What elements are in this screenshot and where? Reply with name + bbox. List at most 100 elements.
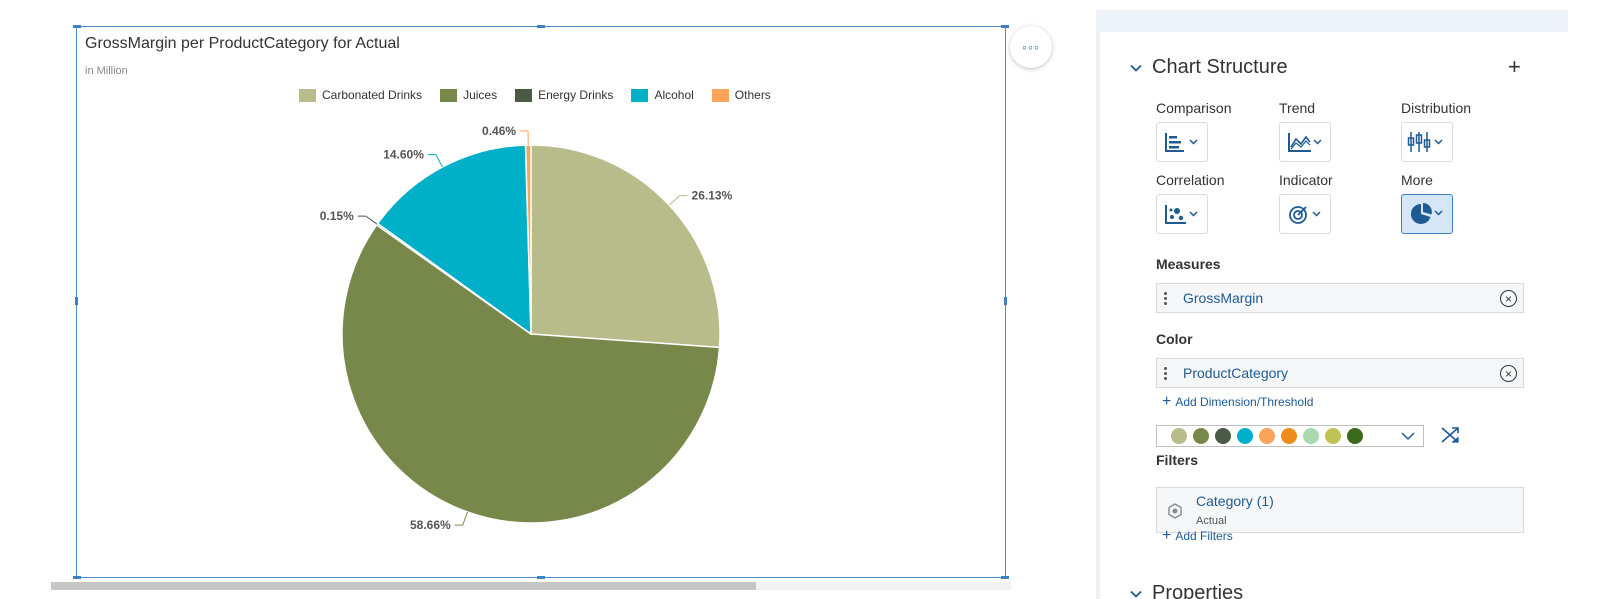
chart-type-label: Distribution [1401, 100, 1472, 116]
dimension-name: ProductCategory [1183, 365, 1289, 381]
resize-handle[interactable] [75, 297, 78, 305]
legend-swatch [515, 88, 533, 102]
horizontal-scrollbar-thumb[interactable] [51, 582, 756, 590]
chart-title: GrossMargin per ProductCategory for Actu… [85, 35, 400, 52]
chart-type-distribution: Distribution [1401, 100, 1521, 162]
add-dimension-label: Add Dimension/Threshold [1175, 395, 1314, 409]
chart-type-more: More [1401, 172, 1521, 234]
remove-icon[interactable]: × [1500, 290, 1517, 307]
chevron-down-icon [1130, 64, 1142, 72]
chart-type-label: Indicator [1279, 172, 1333, 188]
box-plot-icon [1407, 132, 1443, 152]
legend-label: Carbonated Drinks [322, 88, 423, 102]
more-options-icon: ◦◦◦ [1022, 39, 1040, 55]
palette-color [1193, 428, 1209, 444]
chart-type-trend: Trend [1279, 100, 1399, 162]
resize-handle[interactable] [73, 576, 81, 579]
chart-type-indicator: Indicator [1279, 172, 1399, 234]
builder-panel: Chart Structure + Comparison [1096, 10, 1568, 599]
pie-slice[interactable] [530, 144, 721, 349]
drag-handle-icon[interactable] [1164, 366, 1167, 380]
pie-chart: 26.13% 58.66% 0.15% 14.60% 0.46% [320, 124, 733, 532]
pie-label-leader [427, 154, 443, 168]
resize-handle[interactable] [1001, 25, 1009, 28]
palette-color [1259, 428, 1275, 444]
legend-swatch [440, 88, 458, 102]
add-filters-label: Add Filters [1175, 529, 1233, 543]
swap-colors-icon[interactable] [1440, 426, 1460, 444]
chart-type-distribution-button[interactable] [1401, 122, 1453, 162]
chart-type-comparison-button[interactable] [1156, 122, 1208, 162]
chart-type-indicator-button[interactable] [1279, 194, 1331, 234]
area-chart-icon [1288, 133, 1322, 152]
more-options-button[interactable]: ◦◦◦ [1010, 26, 1052, 68]
palette-color [1215, 428, 1231, 444]
pie-label-leader [520, 130, 529, 146]
legend-item[interactable]: Energy Drinks [515, 88, 613, 102]
pie-label-leader [454, 511, 468, 526]
legend-item[interactable]: Carbonated Drinks [299, 88, 422, 102]
legend-item[interactable]: Alcohol [631, 88, 694, 102]
resize-handle[interactable] [1004, 297, 1007, 305]
pie-data-label: 58.66% [410, 518, 451, 532]
resize-handle[interactable] [1001, 576, 1009, 579]
target-icon [1289, 206, 1321, 224]
remove-icon[interactable]: × [1500, 365, 1517, 382]
legend-label: Juices [463, 88, 498, 102]
filters-label: Filters [1156, 452, 1199, 468]
palette-color [1281, 428, 1297, 444]
legend-item[interactable]: Others [711, 88, 771, 102]
legend-swatch [631, 88, 649, 102]
chart-type-more-button[interactable] [1401, 194, 1453, 234]
color-dimension-token[interactable]: ProductCategory × [1156, 358, 1524, 388]
chart-type-comparison: Comparison [1156, 100, 1276, 162]
chart-widget[interactable]: GrossMargin per ProductCategory for Actu… [73, 25, 1009, 579]
chart-type-trend-button[interactable] [1279, 122, 1331, 162]
pie-label-leader [357, 215, 378, 225]
chart-legend: Carbonated Drinks Juices Energy Drinks A… [299, 88, 789, 102]
properties-header[interactable]: Properties [1130, 582, 1243, 599]
legend-item[interactable]: Juices [440, 88, 497, 102]
add-icon[interactable]: + [1508, 54, 1521, 79]
scatter-chart-icon [1165, 205, 1198, 224]
pie-data-label: 14.60% [383, 148, 424, 162]
chart-type-label: Comparison [1156, 100, 1232, 116]
legend-swatch [299, 88, 316, 102]
chart-structure-header[interactable]: Chart Structure [1130, 56, 1288, 79]
palette-color [1347, 428, 1363, 444]
legend-label: Others [734, 88, 771, 102]
pie-data-label: 0.46% [482, 124, 516, 138]
resize-handle[interactable] [537, 25, 545, 28]
legend-label: Alcohol [654, 88, 694, 102]
drag-handle-icon[interactable] [1164, 291, 1167, 305]
resize-handle[interactable] [73, 25, 81, 28]
chevron-down-icon[interactable] [1401, 429, 1415, 443]
pie-slice[interactable] [524, 144, 532, 335]
chart-type-correlation-button[interactable] [1156, 194, 1208, 234]
chevron-down-icon [1130, 590, 1142, 598]
pie-slice[interactable] [341, 223, 721, 524]
color-palette-select[interactable] [1156, 425, 1424, 447]
pie-data-label: 26.13% [692, 189, 733, 203]
palette-color [1303, 428, 1319, 444]
pie-chart-icon [1410, 203, 1443, 224]
add-dimension-link[interactable]: + Add Dimension/Threshold [1162, 394, 1313, 410]
pie-data-label: 0.15% [320, 209, 354, 223]
filter-name: Category (1) [1196, 493, 1274, 509]
palette-color [1325, 428, 1341, 444]
resize-handle[interactable] [537, 576, 545, 579]
chart-structure-title: Chart Structure [1152, 56, 1288, 78]
panel-header-bar [1100, 10, 1568, 32]
measures-label: Measures [1156, 256, 1221, 272]
chart-type-correlation: Correlation [1156, 172, 1276, 234]
pie-slice[interactable] [376, 144, 532, 336]
measure-token[interactable]: GrossMargin × [1156, 283, 1524, 313]
filter-value: Actual [1196, 515, 1227, 527]
chart-subtitle: in Million [85, 65, 128, 77]
add-filters-link[interactable]: + Add Filters [1162, 528, 1233, 544]
measure-name: GrossMargin [1183, 290, 1264, 306]
chart-type-label: Trend [1279, 100, 1316, 116]
hierarchy-icon [1168, 503, 1182, 519]
palette-color [1237, 428, 1253, 444]
filter-token[interactable]: Category (1) Actual [1156, 487, 1524, 533]
